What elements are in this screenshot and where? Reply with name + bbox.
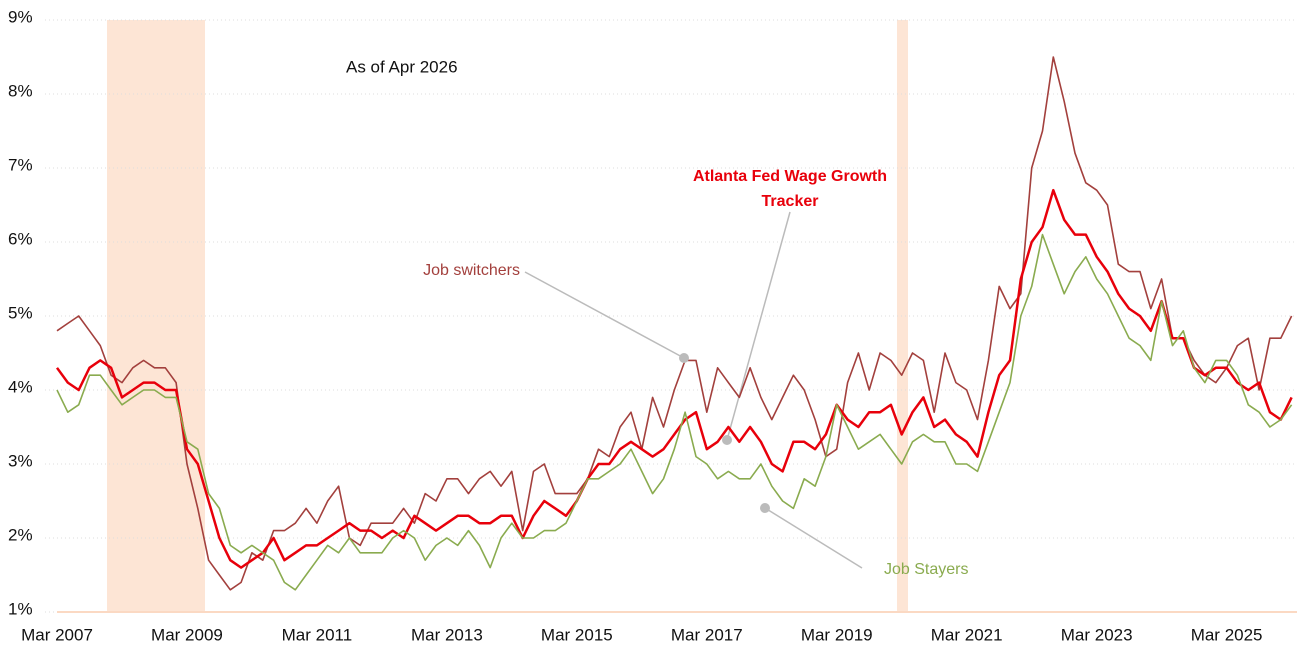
leader-line [764, 507, 863, 569]
x-tick-label: Mar 2013 [411, 625, 483, 644]
series-label: Job switchers [423, 262, 520, 279]
x-tick-label: Mar 2023 [1061, 625, 1133, 644]
leader-dot [679, 353, 689, 363]
series-label: Job Stayers [884, 561, 969, 578]
x-tick-label: Mar 2025 [1191, 625, 1263, 644]
y-tick-label: 6% [8, 229, 33, 248]
x-tick-label: Mar 2019 [801, 625, 873, 644]
x-tick-label: Mar 2021 [931, 625, 1003, 644]
x-tick-label: Mar 2011 [282, 625, 353, 644]
y-tick-label: 2% [8, 525, 33, 544]
series-label: Atlanta Fed Wage Growth Tracker [692, 168, 888, 210]
x-tick-label: Mar 2017 [671, 625, 743, 644]
leader-line [524, 271, 685, 359]
x-tick-label: Mar 2015 [541, 625, 613, 644]
annotation: As of Apr 2026 [346, 57, 458, 76]
y-tick-label: 1% [8, 599, 33, 618]
y-tick-label: 4% [8, 377, 33, 396]
recession-shade [897, 20, 908, 612]
series-line [55, 188, 1293, 569]
y-tick-label: 3% [8, 451, 33, 470]
recession-shade [107, 20, 205, 612]
y-tick-label: 9% [8, 7, 33, 26]
y-tick-label: 8% [8, 81, 33, 100]
leader-line [726, 211, 791, 441]
grid [45, 19, 1297, 613]
leader-dot [722, 435, 732, 445]
x-tick-label: Mar 2007 [21, 625, 93, 644]
x-tick-label: Mar 2009 [151, 625, 223, 644]
y-tick-label: 5% [8, 303, 33, 322]
series-line [56, 233, 1293, 591]
leader-dot [760, 503, 770, 513]
y-tick-label: 7% [8, 155, 33, 174]
series-line [56, 56, 1293, 591]
lines [55, 56, 1293, 591]
